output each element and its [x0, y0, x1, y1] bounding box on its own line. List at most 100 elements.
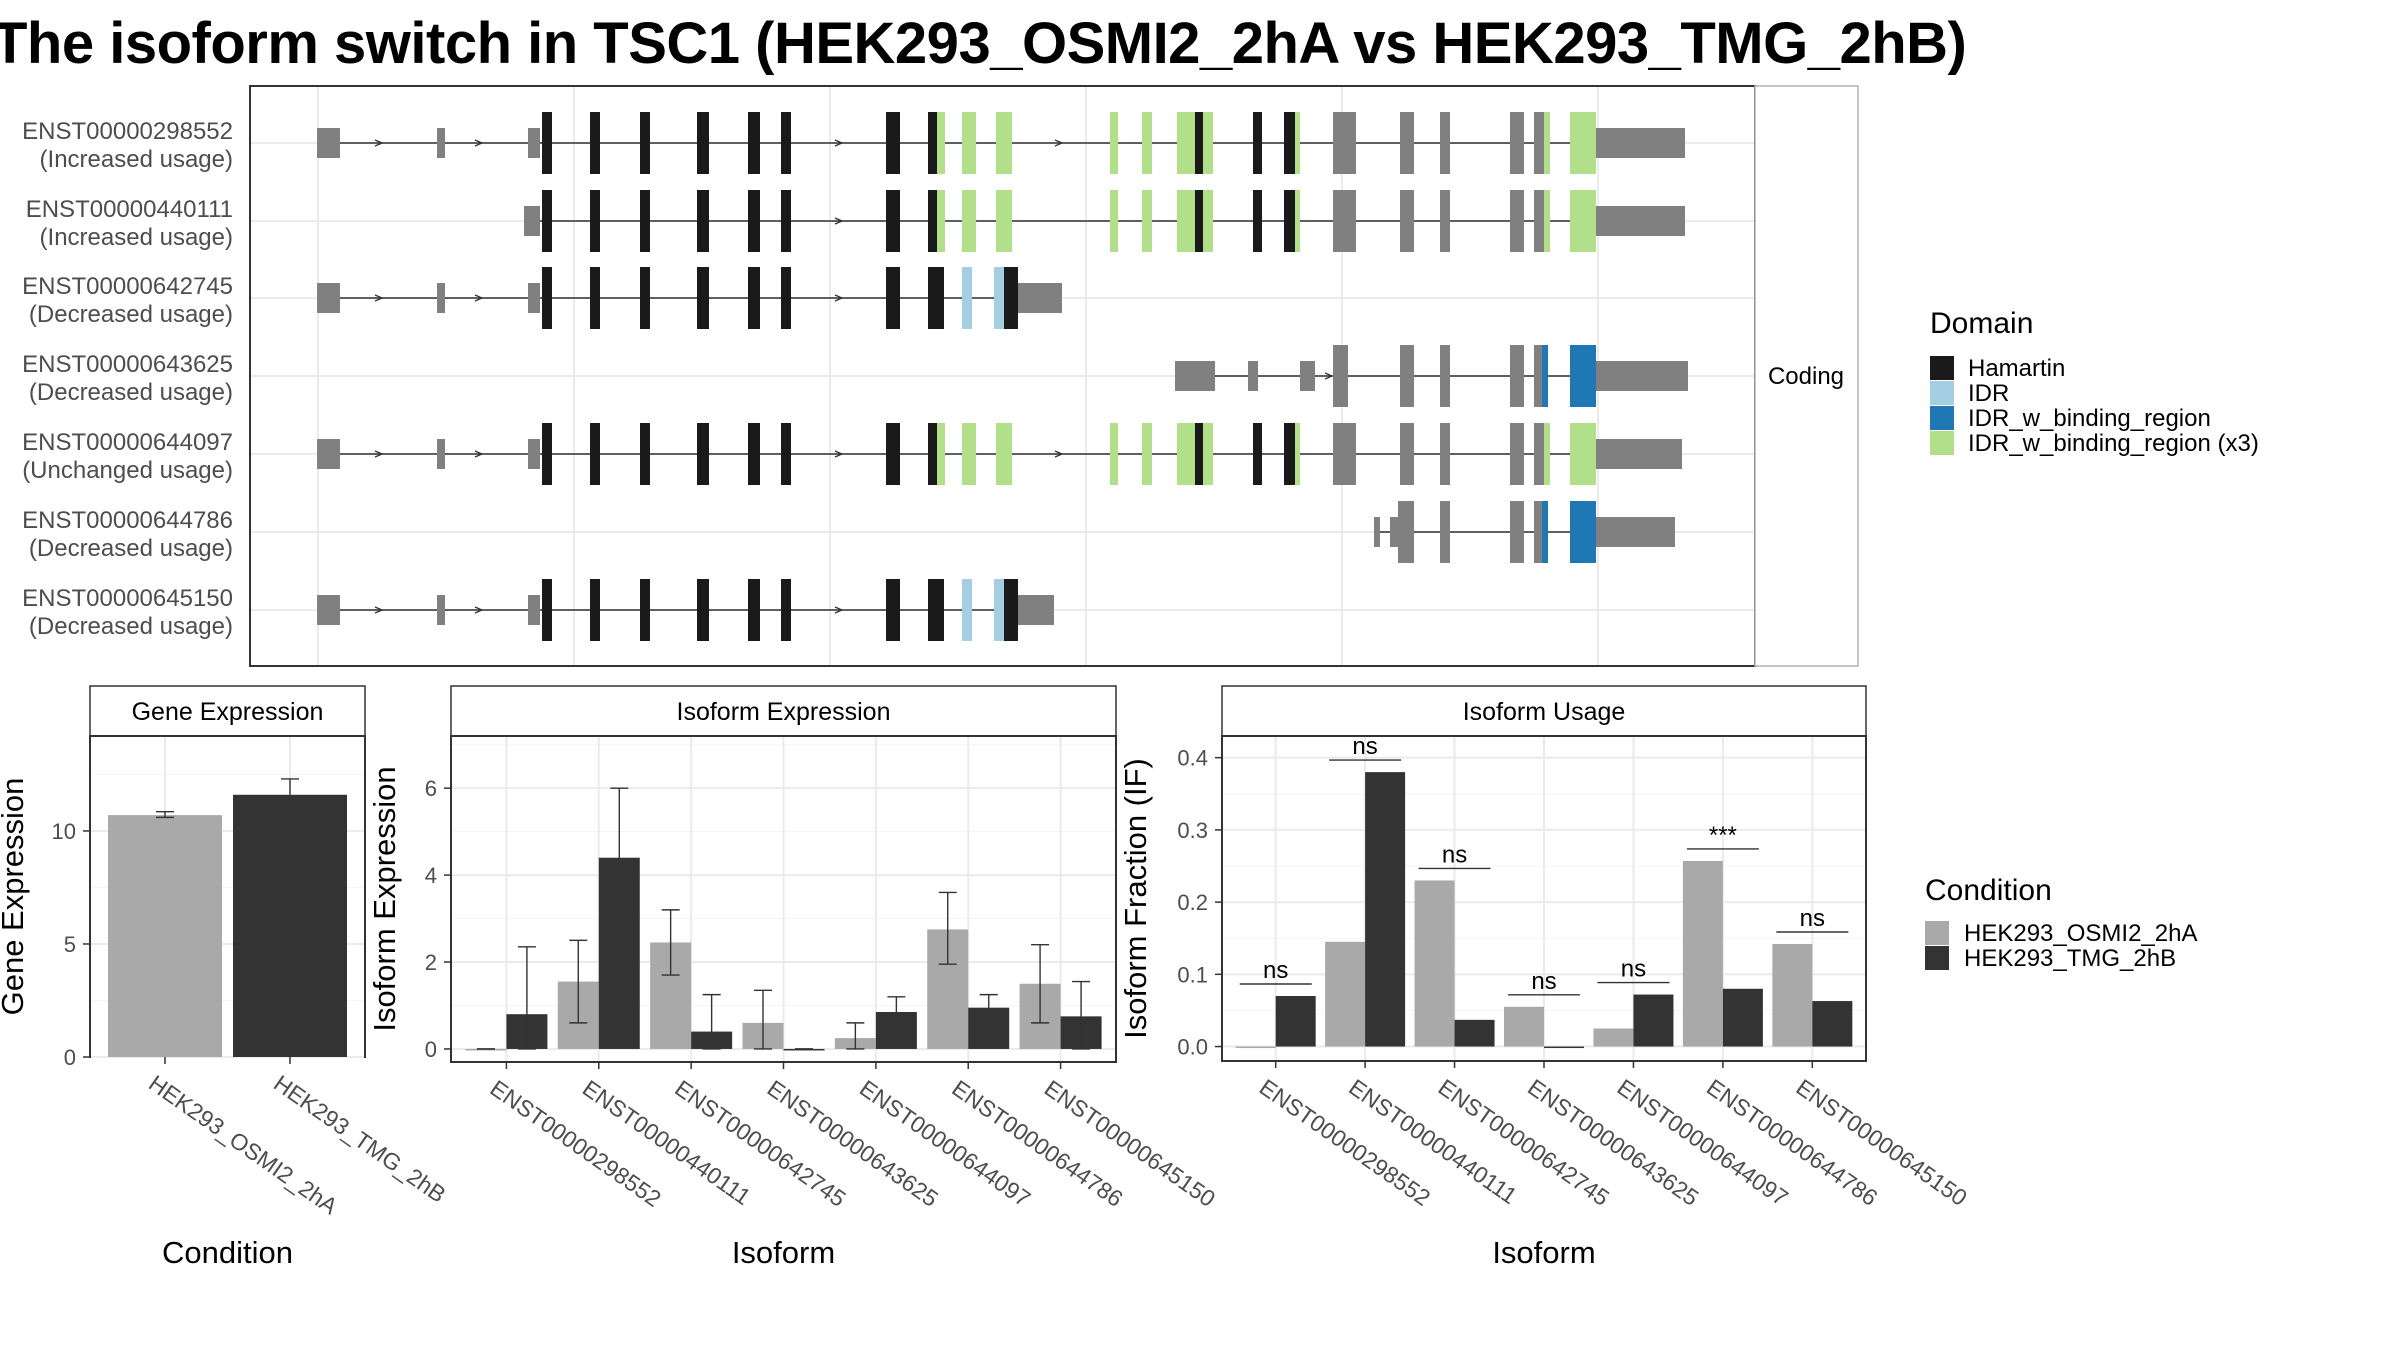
coding-exon [994, 579, 1004, 641]
coding-exon [1333, 345, 1348, 407]
coding-exon [1400, 190, 1414, 252]
utr-exon [528, 128, 540, 158]
coding-exon [697, 423, 709, 485]
coding-exon [697, 267, 709, 329]
domain-legend-label: Hamartin [1968, 355, 2065, 382]
coding-exon [1542, 345, 1548, 407]
coding-exon [1534, 345, 1542, 407]
domain-legend-key [1930, 381, 1954, 405]
coding-exon [1398, 501, 1414, 563]
transcript-row [317, 267, 1062, 329]
coding-exon [1253, 190, 1262, 252]
utr-exon [1596, 439, 1682, 469]
utr-exon [317, 283, 340, 313]
coding-exon [1510, 345, 1524, 407]
bar [233, 794, 347, 1057]
strand-arrow [374, 139, 384, 147]
coding-exon [928, 579, 944, 641]
coding-exon [1510, 423, 1524, 485]
domain-legend-title: Domain [1930, 307, 2033, 340]
coding-exon [590, 112, 600, 174]
x-tick-label: ENST00000645150 [1040, 1075, 1220, 1212]
domain-legend: Domain HamartinIDRIDR_w_binding_regionID… [1930, 307, 2259, 457]
utr-exon [437, 283, 445, 313]
coding-exon [1295, 190, 1300, 252]
coding-exon [1544, 190, 1550, 252]
x-tick-label: ENST00000644097 [855, 1075, 1035, 1212]
transcript-usage-label: (Increased usage) [40, 224, 233, 251]
transcript-usage-label: (Decreased usage) [29, 301, 233, 328]
coding-exon [1284, 190, 1295, 252]
transcript-labels: ENST00000298552(Increased usage)ENST0000… [22, 118, 233, 640]
y-tick-label: 5 [64, 932, 76, 957]
strand-arrow [474, 139, 484, 147]
coding-exon [1295, 423, 1300, 485]
coding-exon [590, 579, 600, 641]
coding-strip [1754, 85, 1859, 667]
strand-arrow [474, 450, 484, 458]
coding-exon [1570, 190, 1596, 252]
coding-exon [937, 112, 945, 174]
coding-exon [748, 190, 760, 252]
coding-exon [1333, 190, 1356, 252]
transcript-id-label: ENST00000643625 [22, 351, 233, 378]
y-tick-label: 0.2 [1177, 890, 1208, 915]
coding-exon [590, 423, 600, 485]
bar [1235, 1046, 1276, 1049]
coding-exon [697, 112, 709, 174]
transcript-usage-label: (Decreased usage) [29, 379, 233, 406]
bar [1414, 880, 1455, 1047]
significance-label: ns [1442, 841, 1467, 868]
coding-exon [1534, 190, 1544, 252]
coding-exon [1534, 423, 1544, 485]
coding-exon [1203, 190, 1213, 252]
coding-exon [1440, 345, 1450, 407]
coding-exon [1534, 112, 1544, 174]
coding-exon [748, 423, 760, 485]
domain-legend-key [1930, 356, 1954, 380]
utr-exon [1596, 517, 1675, 547]
condition-legend-label: HEK293_TMG_2hB [1964, 945, 2176, 972]
domain-legend-label: IDR [1968, 380, 2009, 407]
figure-title: The isoform switch in TSC1 (HEK293_OSMI2… [0, 11, 1967, 76]
condition-legend-key [1925, 946, 1949, 970]
x-axis-label: Isoform [1492, 1235, 1595, 1270]
y-tick-label: 0 [425, 1037, 437, 1062]
strand-arrow [374, 606, 384, 614]
coding-exon [781, 267, 791, 329]
coding-exon [1544, 423, 1550, 485]
transcript-id-label: ENST00000644097 [22, 429, 233, 456]
coding-exon [1333, 112, 1356, 174]
coding-exon [1440, 501, 1450, 563]
coding-exon [1534, 501, 1542, 563]
transcript-structure-panel: Coding ENST00000298552(Increased usage)E… [22, 85, 1859, 667]
coding-exon [542, 579, 552, 641]
utr-exon [528, 439, 540, 469]
coding-exon [1203, 423, 1213, 485]
coding-exon [996, 190, 1012, 252]
coding-exon [1400, 423, 1414, 485]
utr-exon [528, 283, 540, 313]
panel-header [1221, 685, 1867, 737]
utr-exon [317, 595, 340, 625]
y-tick-label: 6 [425, 776, 437, 801]
transcript-id-label: ENST00000298552 [22, 118, 233, 145]
panel-header [450, 685, 1117, 737]
coding-exon [542, 112, 552, 174]
x-tick-label: ENST00000644786 [947, 1075, 1127, 1212]
coding-exon [1004, 579, 1018, 641]
coding-exon [781, 579, 791, 641]
coding-exon [1195, 112, 1203, 174]
utr-exon [317, 439, 340, 469]
coding-exon [1510, 501, 1524, 563]
utr-exon [1596, 361, 1688, 391]
coding-exon [781, 190, 791, 252]
y-axis-label: Isoform Expression [367, 766, 402, 1031]
coding-exon [1510, 112, 1524, 174]
transcript-id-label: ENST00000644786 [22, 507, 233, 534]
significance-label: ns [1352, 733, 1377, 760]
coding-exon [962, 267, 972, 329]
coding-exon [1440, 190, 1450, 252]
coding-exon [781, 423, 791, 485]
transcript-id-label: ENST00000440111 [26, 196, 233, 223]
